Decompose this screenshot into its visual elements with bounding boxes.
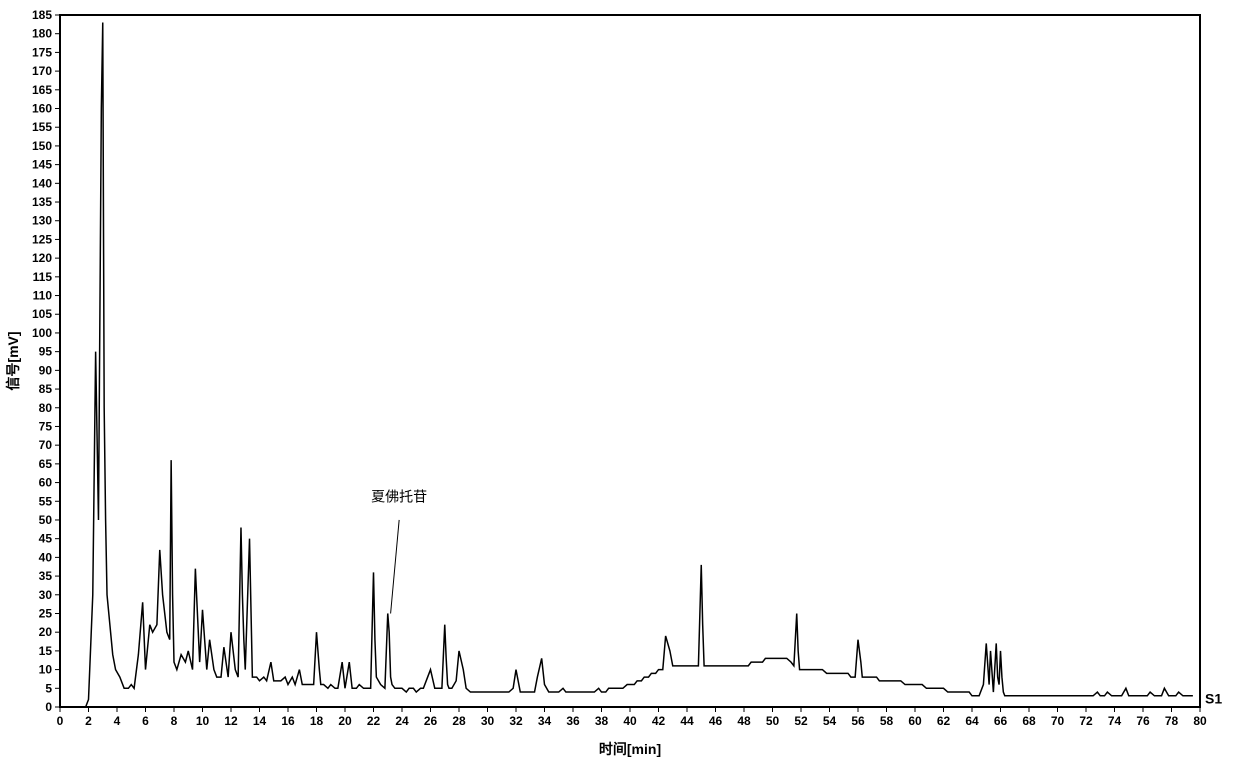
svg-text:105: 105 xyxy=(32,307,52,321)
svg-text:85: 85 xyxy=(39,382,53,396)
svg-text:74: 74 xyxy=(1108,714,1122,728)
svg-text:70: 70 xyxy=(1051,714,1065,728)
svg-text:78: 78 xyxy=(1165,714,1179,728)
svg-text:46: 46 xyxy=(709,714,723,728)
svg-text:55: 55 xyxy=(39,494,53,508)
svg-text:56: 56 xyxy=(851,714,865,728)
svg-text:20: 20 xyxy=(39,625,53,639)
svg-text:185: 185 xyxy=(32,8,52,22)
svg-text:155: 155 xyxy=(32,120,52,134)
svg-text:150: 150 xyxy=(32,139,52,153)
svg-text:20: 20 xyxy=(338,714,352,728)
svg-text:30: 30 xyxy=(39,588,53,602)
svg-text:5: 5 xyxy=(45,681,52,695)
svg-text:60: 60 xyxy=(908,714,922,728)
svg-text:54: 54 xyxy=(823,714,837,728)
svg-text:4: 4 xyxy=(114,714,121,728)
svg-text:25: 25 xyxy=(39,606,53,620)
svg-text:75: 75 xyxy=(39,419,53,433)
svg-text:16: 16 xyxy=(281,714,295,728)
svg-text:30: 30 xyxy=(481,714,495,728)
svg-text:68: 68 xyxy=(1022,714,1036,728)
svg-text:90: 90 xyxy=(39,363,53,377)
svg-text:175: 175 xyxy=(32,45,52,59)
svg-text:76: 76 xyxy=(1136,714,1150,728)
svg-text:34: 34 xyxy=(538,714,552,728)
svg-text:110: 110 xyxy=(33,289,53,303)
svg-text:65: 65 xyxy=(39,457,53,471)
svg-text:35: 35 xyxy=(39,569,53,583)
peak-annotation-label: 夏佛托苷 xyxy=(371,488,427,504)
svg-text:0: 0 xyxy=(45,700,52,714)
svg-text:180: 180 xyxy=(32,27,52,41)
svg-text:12: 12 xyxy=(224,714,238,728)
svg-text:95: 95 xyxy=(39,345,53,359)
svg-text:38: 38 xyxy=(595,714,609,728)
svg-text:24: 24 xyxy=(395,714,409,728)
svg-text:160: 160 xyxy=(32,102,52,116)
svg-text:48: 48 xyxy=(737,714,751,728)
svg-text:80: 80 xyxy=(1193,714,1207,728)
svg-text:28: 28 xyxy=(452,714,466,728)
chart-svg: 0510152025303540455055606570758085909510… xyxy=(0,0,1240,762)
svg-text:14: 14 xyxy=(253,714,267,728)
svg-text:6: 6 xyxy=(142,714,149,728)
svg-text:64: 64 xyxy=(965,714,979,728)
svg-text:10: 10 xyxy=(196,714,210,728)
svg-text:22: 22 xyxy=(367,714,381,728)
svg-text:50: 50 xyxy=(766,714,780,728)
svg-text:120: 120 xyxy=(32,251,52,265)
svg-text:50: 50 xyxy=(39,513,53,527)
svg-text:170: 170 xyxy=(32,64,52,78)
svg-text:36: 36 xyxy=(566,714,580,728)
svg-text:165: 165 xyxy=(32,83,52,97)
svg-text:45: 45 xyxy=(39,532,53,546)
svg-text:130: 130 xyxy=(32,214,52,228)
svg-text:8: 8 xyxy=(171,714,178,728)
svg-text:32: 32 xyxy=(509,714,523,728)
peak-annotation-line xyxy=(391,520,400,614)
svg-text:115: 115 xyxy=(33,270,53,284)
svg-text:10: 10 xyxy=(39,663,53,677)
svg-text:2: 2 xyxy=(85,714,92,728)
svg-text:15: 15 xyxy=(39,644,53,658)
svg-text:52: 52 xyxy=(794,714,808,728)
svg-text:125: 125 xyxy=(32,232,52,246)
svg-text:135: 135 xyxy=(32,195,52,209)
svg-text:60: 60 xyxy=(39,476,53,490)
svg-text:40: 40 xyxy=(623,714,637,728)
svg-text:72: 72 xyxy=(1079,714,1093,728)
svg-text:0: 0 xyxy=(57,714,64,728)
svg-text:140: 140 xyxy=(32,176,52,190)
svg-text:66: 66 xyxy=(994,714,1008,728)
chromatogram-trace xyxy=(60,22,1193,707)
svg-text:62: 62 xyxy=(937,714,951,728)
svg-text:100: 100 xyxy=(32,326,52,340)
chromatogram-chart: 0510152025303540455055606570758085909510… xyxy=(0,0,1240,762)
svg-text:58: 58 xyxy=(880,714,894,728)
y-axis-label: 信号[mV] xyxy=(5,331,21,390)
svg-text:70: 70 xyxy=(39,438,53,452)
svg-text:26: 26 xyxy=(424,714,438,728)
svg-text:80: 80 xyxy=(39,401,53,415)
svg-text:40: 40 xyxy=(39,550,53,564)
x-axis-label: 时间[min] xyxy=(599,741,661,757)
series-label: S1 xyxy=(1205,691,1222,707)
svg-text:145: 145 xyxy=(32,158,52,172)
svg-text:18: 18 xyxy=(310,714,324,728)
svg-text:44: 44 xyxy=(680,714,694,728)
svg-text:42: 42 xyxy=(652,714,666,728)
